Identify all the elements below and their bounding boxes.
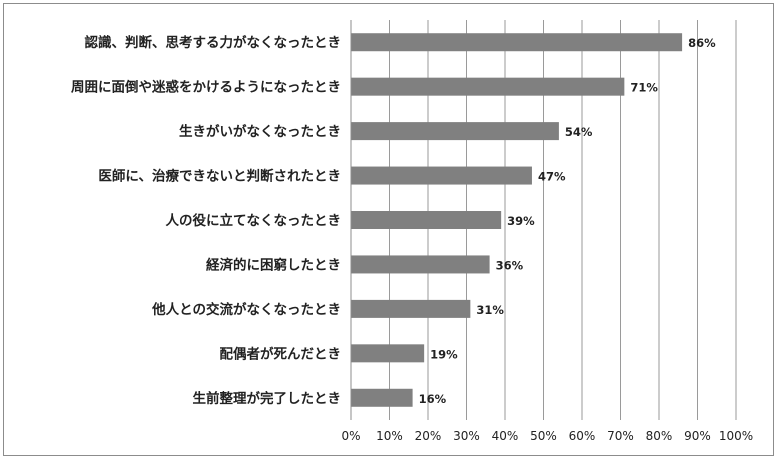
bar [351, 122, 559, 141]
value-label: 36% [496, 258, 524, 272]
x-tick-label: 20% [415, 429, 442, 443]
category-label: 医師に、治療できないと判断されたとき [98, 168, 341, 185]
x-tick-label: 0% [341, 429, 360, 443]
category-label: 人の役に立てなくなったとき [166, 212, 342, 229]
x-tick-label: 50% [530, 429, 557, 443]
category-label: 認識、判断、思考する力がなくなったとき [85, 34, 342, 51]
value-label: 16% [419, 392, 447, 406]
bar [351, 388, 413, 407]
value-label: 47% [538, 170, 566, 184]
x-tick-label: 40% [492, 429, 519, 443]
x-tick-label: 70% [607, 429, 634, 443]
bars [351, 33, 683, 407]
x-tick-label: 60% [569, 429, 596, 443]
category-label: 生前整理が完了したとき [193, 390, 342, 407]
value-labels: 86% 71% 54% 47% 39% 36% 31% 19% 16% [419, 36, 717, 406]
bar [351, 344, 425, 363]
value-label: 39% [507, 214, 535, 228]
bar [351, 299, 471, 318]
x-tick-label: 80% [646, 429, 673, 443]
bar [351, 77, 625, 96]
x-tick-labels: 0% 10% 20% 30% 40% 50% 60% 70% 80% 90% 100% [341, 429, 753, 443]
value-label: 71% [630, 81, 658, 95]
category-label: 経済的に困窮したとき [206, 256, 341, 273]
x-tick-label: 100% [719, 429, 753, 443]
category-label: 他人との交流がなくなったとき [151, 301, 341, 318]
bar [351, 255, 490, 274]
x-tick-label: 10% [376, 429, 403, 443]
bar [351, 166, 532, 185]
value-label: 31% [476, 303, 504, 317]
bar [351, 33, 683, 52]
x-tick-label: 90% [684, 429, 711, 443]
value-label: 19% [430, 347, 458, 361]
bar [351, 211, 502, 229]
category-label: 周囲に面倒や迷惑をかけるようになったとき [71, 79, 341, 96]
value-label: 86% [688, 36, 716, 50]
value-label: 54% [565, 125, 593, 139]
category-label: 配偶者が死んだとき [220, 345, 342, 362]
x-tick-label: 30% [453, 429, 480, 443]
category-label: 生きがいがなくなったとき [179, 123, 341, 140]
category-labels: 認識、判断、思考する力がなくなったとき周囲に面倒や迷惑をかけるようになったとき生… [71, 34, 341, 407]
